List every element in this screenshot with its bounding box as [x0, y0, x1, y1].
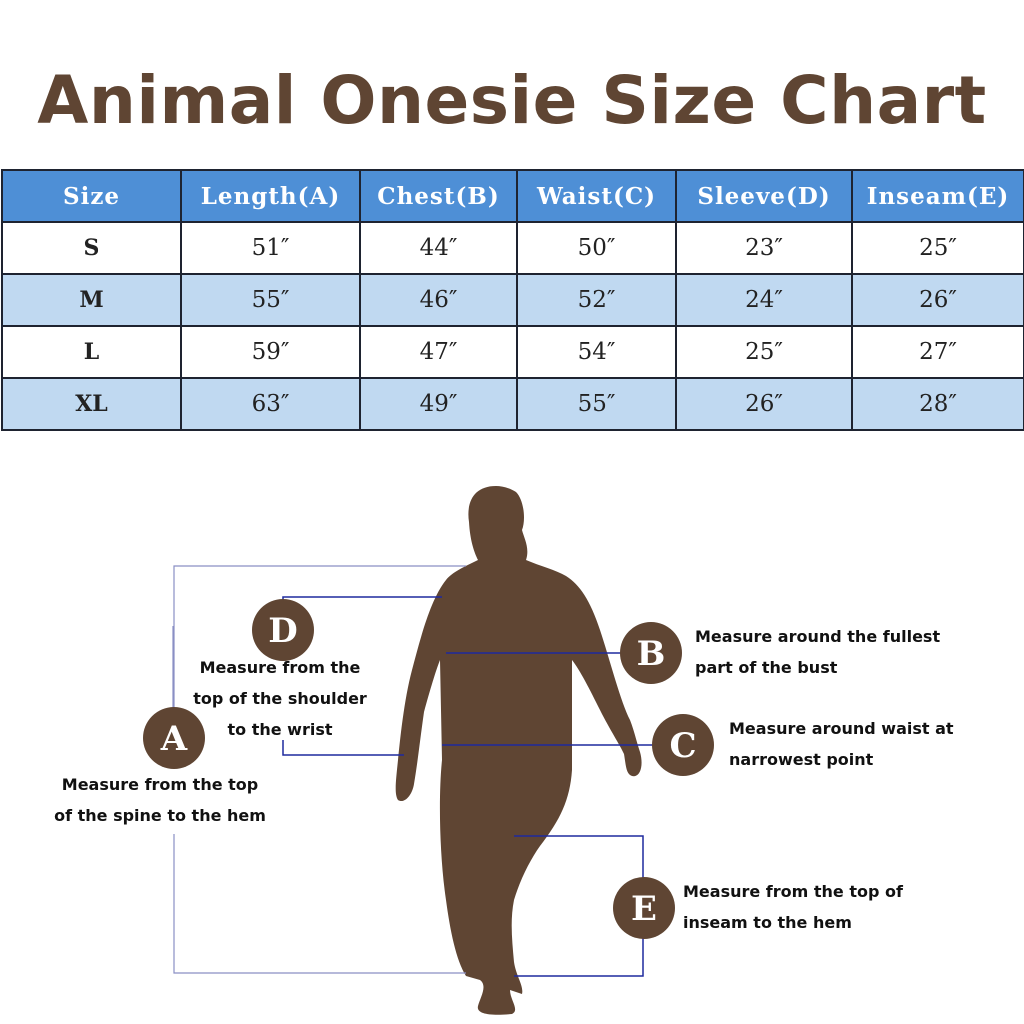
guide-line-e-top — [514, 835, 644, 880]
badge-a: A — [143, 707, 205, 769]
badge-c-letter: C — [669, 726, 696, 766]
label-d: Measure from the top of the shoulder to … — [180, 652, 380, 745]
frame-line-a-top — [173, 565, 466, 708]
badge-d-letter: D — [268, 611, 297, 651]
table-row: L 59″ 47″ 54″ 25″ 27″ — [1, 325, 1024, 379]
badge-b-letter: B — [637, 634, 666, 674]
size-cell: S — [1, 221, 182, 275]
page-title: Animal Onesie Size Chart — [37, 62, 987, 139]
person-silhouette — [395, 486, 642, 1015]
label-d-line-2: top of the shoulder — [193, 689, 367, 708]
label-e-line-1: Measure from the top of — [683, 882, 903, 901]
length-cell: 59″ — [180, 325, 361, 379]
size-cell: XL — [1, 377, 182, 431]
guide-line-e-bottom — [514, 938, 644, 977]
measurement-frame-lines — [172, 565, 466, 974]
label-d-line-1: Measure from the — [199, 658, 361, 677]
length-cell: 55″ — [180, 273, 361, 327]
inseam-cell: 25″ — [851, 221, 1024, 275]
guide-line-d-bottom — [282, 740, 404, 756]
table-header-row: Size Length(A) Chest(B) Waist(C) Sleeve(… — [1, 169, 1024, 223]
inseam-cell: 28″ — [851, 377, 1024, 431]
size-cell: M — [1, 273, 182, 327]
sleeve-cell: 26″ — [675, 377, 853, 431]
waist-cell: 54″ — [516, 325, 677, 379]
label-c: Measure around waist at narrowest point — [729, 713, 1019, 775]
badge-a-letter: A — [160, 719, 188, 759]
label-a-line-1: Measure from the top — [61, 775, 259, 794]
table-row: S 51″ 44″ 50″ 23″ 25″ — [1, 221, 1024, 275]
chest-cell: 44″ — [359, 221, 518, 275]
header-inseam: Inseam(E) — [851, 169, 1024, 223]
sleeve-cell: 24″ — [675, 273, 853, 327]
table-row: XL 63″ 49″ 55″ 26″ 28″ — [1, 377, 1024, 431]
badge-e: E — [613, 877, 675, 939]
label-c-line-1: Measure around waist at — [729, 719, 954, 738]
label-b: Measure around the fullest part of the b… — [695, 621, 995, 683]
header-sleeve: Sleeve(D) — [675, 169, 853, 223]
inseam-cell: 26″ — [851, 273, 1024, 327]
waist-cell: 50″ — [516, 221, 677, 275]
chest-cell: 46″ — [359, 273, 518, 327]
badge-c: C — [652, 714, 714, 776]
label-c-line-2: narrowest point — [729, 750, 874, 769]
size-cell: L — [1, 325, 182, 379]
table-row: M 55″ 46″ 52″ 24″ 26″ — [1, 273, 1024, 327]
sleeve-cell: 23″ — [675, 221, 853, 275]
badge-e-letter: E — [631, 889, 657, 929]
label-e: Measure from the top of inseam to the he… — [683, 876, 983, 938]
frame-line-a-bottom — [173, 834, 466, 974]
guide-line-d-top — [282, 596, 442, 604]
header-chest: Chest(B) — [359, 169, 518, 223]
chest-cell: 49″ — [359, 377, 518, 431]
label-d-line-3: to the wrist — [227, 720, 333, 739]
length-cell: 63″ — [180, 377, 361, 431]
label-a: Measure from the top of the spine to the… — [40, 769, 280, 831]
badge-b: B — [620, 622, 682, 684]
size-table: Size Length(A) Chest(B) Waist(C) Sleeve(… — [1, 169, 1024, 431]
measurement-guide-lines — [282, 596, 654, 977]
header-waist: Waist(C) — [516, 169, 677, 223]
inseam-cell: 27″ — [851, 325, 1024, 379]
header-size: Size — [1, 169, 182, 223]
waist-cell: 55″ — [516, 377, 677, 431]
waist-cell: 52″ — [516, 273, 677, 327]
label-b-line-2: part of the bust — [695, 658, 838, 677]
label-a-line-2: of the spine to the hem — [54, 806, 266, 825]
length-cell: 51″ — [180, 221, 361, 275]
badge-d: D — [252, 599, 314, 661]
label-b-line-1: Measure around the fullest — [695, 627, 941, 646]
header-length: Length(A) — [180, 169, 361, 223]
label-e-line-2: inseam to the hem — [683, 913, 852, 932]
sleeve-cell: 25″ — [675, 325, 853, 379]
chest-cell: 47″ — [359, 325, 518, 379]
